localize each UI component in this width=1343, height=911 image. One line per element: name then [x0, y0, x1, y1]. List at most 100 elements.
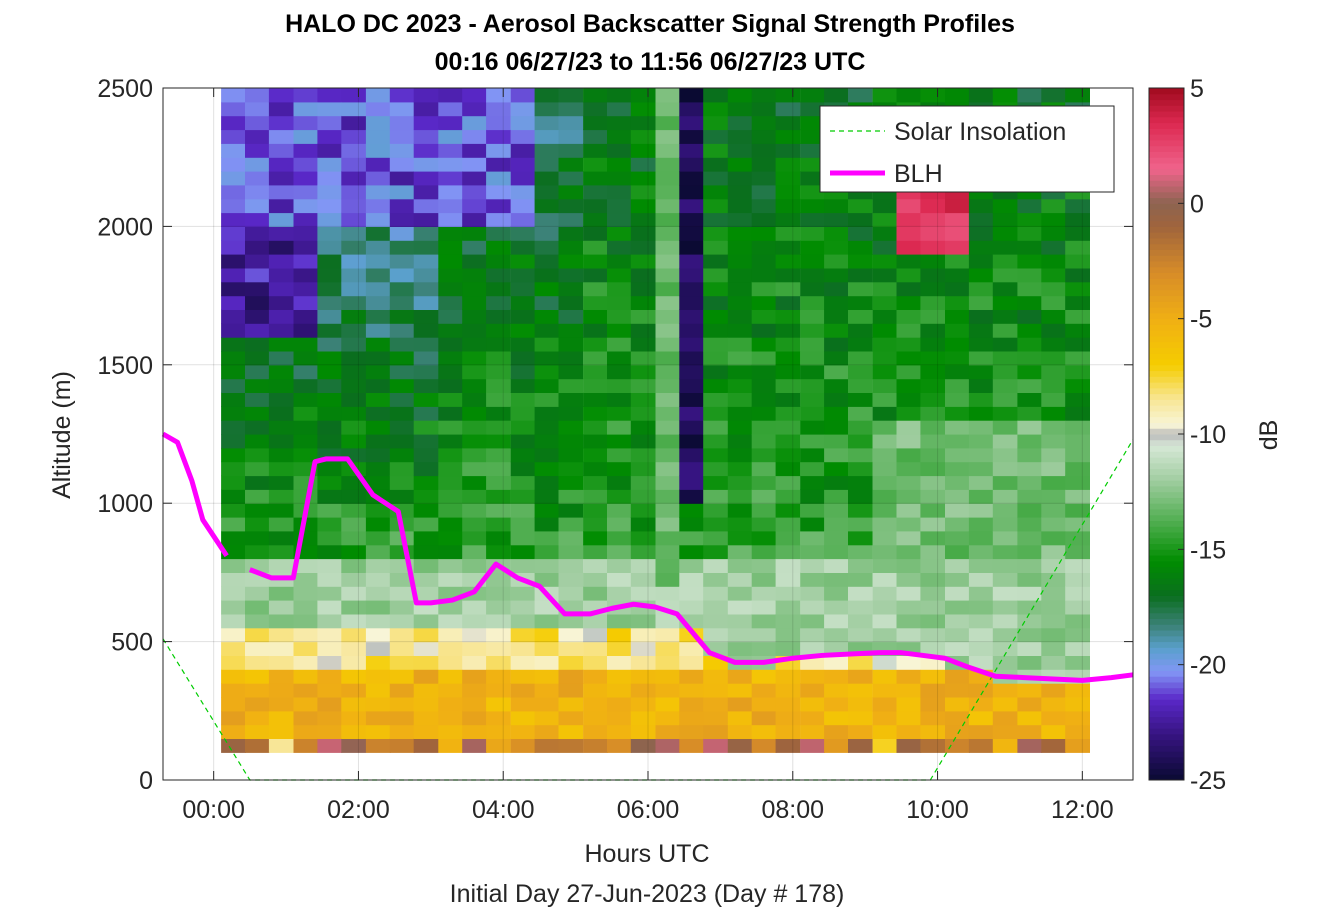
heatmap-cell: [462, 613, 487, 629]
heatmap-cell: [389, 254, 415, 269]
heatmap-cell: [630, 503, 656, 518]
colorbar-segment: [1149, 532, 1184, 539]
heatmap-cell: [1041, 420, 1067, 435]
heatmap-cell: [751, 309, 777, 324]
heatmap-cell: [1017, 309, 1043, 324]
heatmap-cell: [438, 240, 464, 255]
heatmap-cell: [800, 517, 825, 532]
heatmap-cell: [848, 613, 873, 629]
heatmap-cell: [775, 475, 801, 490]
heatmap-cell: [630, 710, 656, 726]
heatmap-cell: [872, 240, 898, 255]
x-tick-label: 08:00: [761, 796, 824, 824]
heatmap-cell: [583, 143, 608, 158]
heatmap-cell: [365, 143, 391, 158]
heatmap-cell: [992, 627, 1018, 643]
heatmap-cell: [824, 254, 849, 269]
heatmap-cell: [558, 198, 584, 214]
heatmap-cell: [221, 586, 246, 601]
heatmap-cell: [317, 530, 343, 546]
heatmap-cell: [389, 101, 415, 117]
heatmap-cell: [365, 184, 391, 200]
heatmap-cell: [293, 254, 319, 269]
heatmap-cell: [1041, 267, 1067, 283]
heatmap-cell: [558, 378, 584, 393]
heatmap-cell: [583, 198, 608, 214]
heatmap-cell: [510, 378, 536, 393]
heatmap-cell: [920, 627, 946, 643]
heatmap-cell: [245, 212, 270, 227]
heatmap-cell: [703, 309, 728, 324]
heatmap-cell: [534, 88, 560, 103]
heatmap-cell: [245, 143, 270, 158]
heatmap-cell: [751, 88, 777, 103]
heatmap-cell: [703, 157, 728, 172]
heatmap-cell: [1017, 683, 1043, 698]
heatmap-cell: [968, 558, 994, 573]
heatmap-cell: [968, 503, 994, 518]
heatmap-cell: [775, 212, 801, 227]
heatmap-cell: [607, 323, 632, 338]
heatmap-cell: [268, 171, 294, 186]
heatmap-cell: [293, 267, 319, 283]
heatmap-cell: [341, 572, 367, 587]
heatmap-cell: [655, 544, 681, 560]
colorbar-segment: [1149, 255, 1184, 262]
heatmap-cell: [245, 101, 270, 117]
heatmap-cell: [607, 724, 632, 739]
heatmap-cell: [1017, 240, 1043, 255]
heatmap-cell: [1017, 88, 1043, 103]
heatmap-cell: [486, 267, 511, 283]
heatmap-cell: [293, 627, 319, 643]
heatmap-cell: [438, 517, 464, 532]
heatmap-cell: [824, 226, 849, 241]
heatmap-cell: [221, 558, 246, 573]
heatmap-cell: [486, 171, 511, 186]
heatmap-cell: [245, 530, 270, 546]
colorbar-segment: [1149, 359, 1184, 366]
heatmap-cell: [945, 392, 970, 407]
heatmap-cell: [245, 420, 270, 435]
heatmap-cell: [1017, 447, 1043, 463]
heatmap-cell: [751, 281, 777, 297]
heatmap-cell: [438, 184, 464, 200]
heatmap-cell: [655, 337, 681, 352]
colorbar-segment: [1149, 578, 1184, 585]
heatmap-cell: [438, 198, 464, 214]
heatmap-cell: [775, 157, 801, 172]
heatmap-cell: [703, 143, 728, 158]
heatmap-cell: [679, 420, 705, 435]
heatmap-cell: [896, 447, 922, 463]
colorbar-tick-label: -10: [1190, 421, 1226, 449]
heatmap-cell: [341, 558, 367, 573]
heatmap-cell: [1065, 600, 1090, 615]
heatmap-cell: [365, 447, 391, 463]
heatmap-cell: [268, 627, 294, 643]
heatmap-cell: [462, 281, 487, 297]
heatmap-cell: [245, 240, 270, 255]
heatmap-cell: [486, 323, 511, 338]
heatmap-cell: [365, 461, 391, 477]
heatmap-cell: [389, 738, 415, 753]
heatmap-cell: [751, 406, 777, 421]
heatmap-cell: [775, 586, 801, 601]
heatmap-cell: [703, 627, 728, 643]
heatmap-cell: [341, 351, 367, 366]
heatmap-cell: [655, 115, 681, 131]
heatmap-cell: [510, 143, 536, 158]
heatmap-cell: [486, 337, 511, 352]
heatmap-cell: [413, 572, 439, 587]
heatmap-cell: [486, 351, 511, 366]
colorbar-segment: [1149, 237, 1184, 245]
heatmap-cell: [293, 198, 319, 214]
heatmap-cell: [583, 461, 608, 477]
heatmap-cell: [607, 641, 632, 656]
heatmap-cell: [824, 586, 849, 601]
heatmap-cell: [968, 724, 994, 739]
heatmap-cell: [945, 558, 970, 573]
heatmap-cell: [293, 351, 319, 366]
heatmap-cell: [438, 447, 464, 463]
heatmap-cell: [462, 129, 487, 144]
colorbar-segment: [1149, 243, 1184, 250]
